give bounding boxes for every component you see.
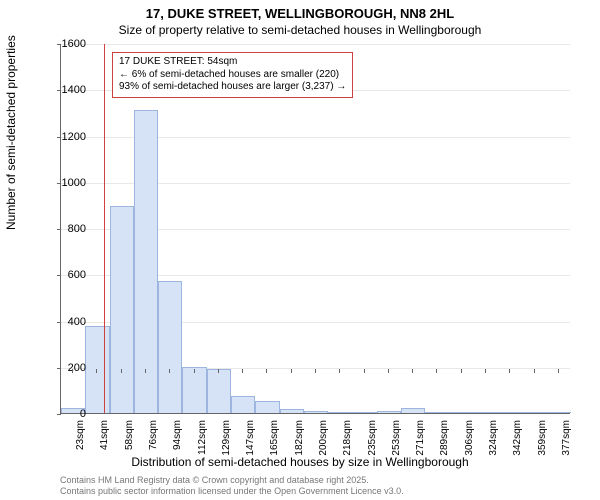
xtick-mark: [364, 369, 365, 373]
histogram-bar: [255, 401, 279, 413]
xtick-mark: [485, 369, 486, 373]
histogram-bar: [304, 411, 328, 413]
ytick-label: 800: [46, 223, 86, 235]
reference-line: [104, 44, 105, 413]
xtick-mark: [388, 369, 389, 373]
xtick-mark: [194, 369, 195, 373]
xtick-mark: [291, 369, 292, 373]
xtick-mark: [72, 369, 73, 373]
ytick-label: 400: [46, 316, 86, 328]
xtick-mark: [266, 369, 267, 373]
xtick-label: 147sqm: [245, 420, 256, 456]
gridline: [61, 44, 570, 45]
xtick-mark: [96, 369, 97, 373]
histogram-bar: [207, 369, 231, 413]
footer-attribution: Contains HM Land Registry data © Crown c…: [60, 475, 404, 497]
xtick-label: 306sqm: [464, 420, 475, 456]
xtick-label: 23sqm: [75, 420, 86, 450]
xtick-mark: [558, 369, 559, 373]
xtick-mark: [218, 369, 219, 373]
xtick-label: 94sqm: [172, 420, 183, 450]
histogram-bar: [377, 411, 401, 413]
info-box-line: 93% of semi-detached houses are larger (…: [119, 81, 346, 94]
histogram-bar: [280, 409, 304, 413]
histogram-bar: [182, 367, 206, 413]
xtick-label: 41sqm: [99, 420, 110, 450]
plot-area: 17 DUKE STREET: 54sqm← 6% of semi-detach…: [60, 44, 570, 414]
x-axis-label: Distribution of semi-detached houses by …: [0, 455, 600, 469]
xtick-label: 359sqm: [537, 420, 548, 456]
histogram-bar: [474, 412, 498, 413]
histogram-bar: [401, 408, 425, 413]
xtick-mark: [145, 369, 146, 373]
xtick-label: 76sqm: [148, 420, 159, 450]
histogram-bar: [450, 412, 474, 413]
xtick-label: 253sqm: [391, 420, 402, 456]
xtick-mark: [436, 369, 437, 373]
xtick-mark: [534, 369, 535, 373]
xtick-label: 129sqm: [221, 420, 232, 456]
chart-container: 17, DUKE STREET, WELLINGBOROUGH, NN8 2HL…: [0, 0, 600, 500]
xtick-mark: [412, 369, 413, 373]
histogram-bar: [498, 412, 522, 413]
info-box-line: ← 6% of semi-detached houses are smaller…: [119, 69, 346, 82]
ytick-label: 0: [46, 408, 86, 420]
xtick-label: 342sqm: [512, 420, 523, 456]
histogram-bar: [85, 326, 109, 413]
plot-surface: 17 DUKE STREET: 54sqm← 6% of semi-detach…: [60, 44, 570, 414]
histogram-bar: [134, 110, 158, 413]
info-box-line: 17 DUKE STREET: 54sqm: [119, 56, 346, 69]
ytick-label: 1600: [46, 38, 86, 50]
histogram-bar: [328, 412, 352, 413]
xtick-label: 235sqm: [367, 420, 378, 456]
xtick-mark: [509, 369, 510, 373]
xtick-mark: [169, 369, 170, 373]
ytick-label: 1000: [46, 177, 86, 189]
histogram-bar: [231, 396, 255, 413]
histogram-bar: [547, 412, 571, 413]
xtick-label: 324sqm: [488, 420, 499, 456]
info-box: 17 DUKE STREET: 54sqm← 6% of semi-detach…: [112, 52, 353, 98]
xtick-label: 271sqm: [415, 420, 426, 456]
xtick-label: 58sqm: [124, 420, 135, 450]
histogram-bar: [352, 412, 376, 413]
ytick-label: 1400: [46, 84, 86, 96]
xtick-mark: [242, 369, 243, 373]
histogram-bar: [110, 206, 134, 413]
footer-line-2: Contains public sector information licen…: [60, 486, 404, 497]
ytick-label: 600: [46, 269, 86, 281]
footer-line-1: Contains HM Land Registry data © Crown c…: [60, 475, 404, 486]
ytick-label: 1200: [46, 131, 86, 143]
histogram-bar: [158, 281, 182, 413]
xtick-mark: [339, 369, 340, 373]
histogram-bar: [522, 412, 546, 413]
xtick-label: 377sqm: [561, 420, 572, 456]
chart-title: 17, DUKE STREET, WELLINGBOROUGH, NN8 2HL: [0, 0, 600, 23]
xtick-label: 182sqm: [294, 420, 305, 456]
xtick-mark: [315, 369, 316, 373]
xtick-mark: [461, 369, 462, 373]
chart-subtitle: Size of property relative to semi-detach…: [0, 23, 600, 39]
xtick-label: 200sqm: [318, 420, 329, 456]
xtick-label: 112sqm: [197, 420, 208, 455]
xtick-label: 165sqm: [269, 420, 280, 456]
histogram-bar: [425, 412, 449, 413]
y-axis-label: Number of semi-detached properties: [4, 35, 18, 230]
ytick-label: 200: [46, 362, 86, 374]
xtick-label: 218sqm: [342, 420, 353, 456]
xtick-mark: [121, 369, 122, 373]
xtick-label: 289sqm: [439, 420, 450, 456]
